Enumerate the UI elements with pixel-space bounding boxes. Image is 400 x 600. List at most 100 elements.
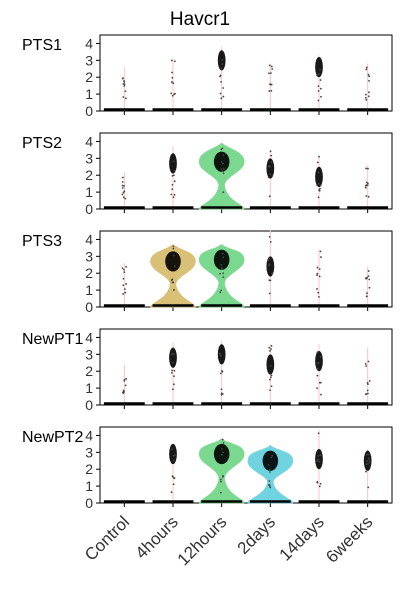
point — [222, 96, 224, 98]
point — [368, 275, 370, 277]
violin-6weeks — [347, 165, 388, 209]
point — [316, 184, 318, 186]
point-cluster — [315, 351, 323, 371]
point — [269, 236, 271, 238]
point — [270, 241, 272, 243]
point — [367, 183, 369, 185]
point — [171, 491, 173, 493]
point — [271, 161, 273, 163]
point — [365, 97, 367, 99]
y-tick-label: 2 — [85, 461, 93, 477]
point-cluster — [165, 251, 181, 271]
point — [320, 256, 322, 258]
panels-group: PTS101234PTS201234PTS301234NewPT101234Ne… — [22, 35, 392, 511]
point — [222, 393, 224, 395]
point — [367, 393, 369, 395]
point — [318, 85, 320, 87]
point — [365, 471, 367, 473]
point — [320, 251, 322, 253]
y-tick-label: 1 — [85, 86, 93, 102]
point — [125, 97, 127, 99]
point — [270, 376, 272, 378]
point — [173, 347, 175, 349]
x-tick-label: 14days — [276, 512, 328, 564]
point — [221, 454, 223, 456]
point — [174, 454, 176, 456]
point — [269, 64, 271, 66]
point — [219, 273, 221, 275]
point — [365, 393, 367, 395]
point — [222, 191, 224, 193]
y-tick-label: 0 — [85, 299, 93, 315]
point — [271, 175, 273, 177]
point — [122, 293, 124, 295]
point — [270, 155, 272, 157]
point — [268, 464, 270, 466]
point — [172, 388, 174, 390]
point — [222, 170, 224, 172]
point — [125, 384, 127, 386]
y-tick-label: 3 — [85, 150, 93, 166]
point — [223, 168, 225, 170]
point — [222, 439, 224, 441]
violin-14days — [299, 250, 340, 307]
point — [365, 168, 367, 170]
point — [271, 68, 273, 70]
panel-label: PTS3 — [22, 233, 62, 250]
point — [270, 72, 272, 74]
violin-2days — [248, 446, 293, 503]
point — [220, 289, 222, 291]
violin-2days — [250, 150, 291, 209]
point — [220, 355, 222, 357]
point-cluster — [315, 449, 323, 469]
point — [122, 177, 124, 179]
point — [316, 273, 318, 275]
point — [271, 84, 273, 86]
point — [270, 457, 272, 459]
point-cluster — [266, 354, 274, 374]
panel-frame — [100, 427, 392, 503]
violin-6weeks — [347, 64, 388, 111]
point — [319, 188, 321, 190]
point — [269, 173, 271, 175]
point — [221, 63, 223, 65]
violin-4hours — [153, 59, 194, 111]
panel-newpt2: NewPT201234 — [22, 427, 392, 511]
point — [221, 59, 223, 61]
violin-14days — [299, 55, 340, 111]
x-tick-label: 12hours — [174, 512, 231, 569]
point — [271, 273, 273, 275]
point — [367, 390, 369, 392]
point — [172, 175, 174, 177]
point — [174, 265, 176, 267]
panel-label: NewPT2 — [22, 429, 83, 446]
violin-control — [104, 172, 145, 209]
point — [316, 482, 318, 484]
y-tick-label: 1 — [85, 282, 93, 298]
point — [171, 72, 173, 74]
point — [268, 258, 270, 260]
point — [318, 432, 320, 434]
panel-frame — [100, 231, 392, 307]
point — [319, 461, 321, 463]
violin-12hours — [199, 245, 244, 307]
point — [319, 69, 321, 71]
point — [317, 368, 319, 370]
x-axis-tick-labels: Control4hours12hours 2days14days6weeks — [81, 512, 377, 569]
point — [173, 93, 175, 95]
violin-14days — [299, 344, 340, 405]
point — [222, 371, 224, 373]
point — [122, 83, 124, 85]
point — [221, 267, 223, 269]
point — [125, 90, 127, 92]
point-cluster — [263, 451, 279, 471]
point — [171, 278, 173, 280]
point — [271, 345, 273, 347]
point — [223, 442, 225, 444]
y-tick-label: 0 — [85, 201, 93, 217]
panel-frame — [100, 35, 392, 111]
point — [317, 455, 319, 457]
point — [173, 196, 175, 198]
